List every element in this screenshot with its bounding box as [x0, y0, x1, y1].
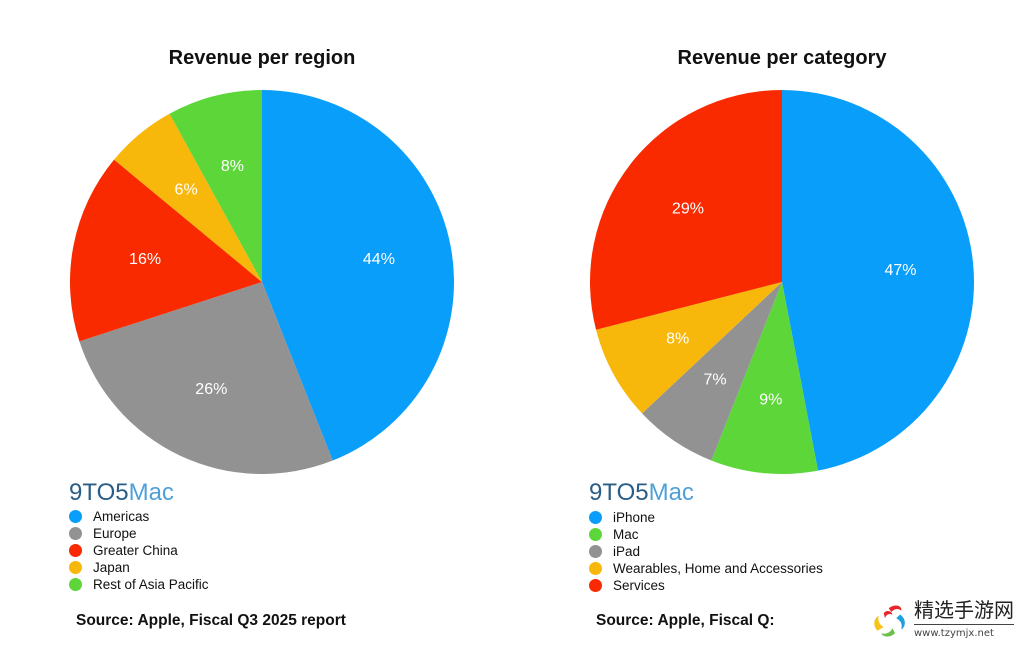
legend-label: Mac [613, 527, 639, 542]
pie-slice-wearables-home-and-accessories [596, 282, 782, 414]
legend-item: iPhone [586, 509, 823, 526]
9to5mac-logo-left: 9TO5Mac [69, 481, 174, 505]
slice-data-label: 8% [221, 158, 244, 175]
slice-data-label: 6% [175, 181, 198, 198]
legend-label: Rest of Asia Pacific [93, 577, 209, 592]
legend-label: Americas [93, 509, 150, 524]
legend-label: iPad [613, 544, 641, 559]
slice-data-label: 47% [884, 262, 916, 279]
logo-part2: Mac [128, 479, 174, 506]
logo-part1: 9TO5 [589, 479, 649, 506]
slice-data-label: 8% [666, 331, 689, 348]
legend-item: Japan [66, 559, 209, 576]
9to5mac-logo-right: 9TO5Mac [589, 481, 694, 505]
pie-slice-ipad [642, 282, 782, 461]
legend-label: Japan [93, 560, 130, 575]
source-note-right: Source: Apple, Fiscal Q: [596, 612, 775, 629]
legend-swatch [589, 528, 602, 541]
pie-slice-japan [114, 113, 262, 282]
slice-data-label: 29% [672, 200, 704, 217]
legend-swatch [69, 527, 82, 540]
slice-data-label: 16% [129, 251, 161, 268]
pie-slice-americas [262, 90, 455, 461]
legend-swatch [69, 510, 82, 523]
logo-part2: Mac [648, 479, 694, 506]
slice-data-label: 44% [363, 251, 395, 268]
legend-item: Greater China [66, 542, 209, 559]
legend-label: Europe [93, 526, 137, 541]
legend-item: Services [586, 577, 823, 594]
pie-slice-rest-of-asia-pacific [169, 90, 262, 282]
legend-item: Wearables, Home and Accessories [586, 560, 823, 577]
legend-item: Mac [586, 526, 823, 543]
pie-slice-services [590, 90, 782, 330]
legend-swatch [589, 562, 602, 575]
legend-label: Services [613, 578, 665, 593]
watermark: 精选手游网 www.tzymjx.net [870, 596, 1020, 664]
logo-part1: 9TO5 [69, 479, 129, 506]
watermark-divider [914, 624, 1014, 625]
watermark-text: 精选手游网 [914, 598, 1014, 622]
legend-label: Wearables, Home and Accessories [613, 561, 823, 576]
legend-item: Europe [66, 525, 209, 542]
legend-swatch [69, 544, 82, 557]
pie-slice-iphone [782, 90, 975, 471]
chart-title-category: Revenue per category [677, 47, 887, 69]
legend-swatch [589, 511, 602, 524]
slice-data-label: 7% [704, 372, 727, 389]
legend-item: Americas [66, 508, 209, 525]
pie-charts: 44% 26% 16% 6% 8% 47% 9% 7% 8% 29% [70, 90, 975, 475]
legend-swatch [589, 545, 602, 558]
pie-slice-greater-china [70, 159, 262, 342]
watermark-url: www.tzymjx.net [914, 628, 994, 639]
legend-region: Americas Europe Greater China Japan Rest… [66, 508, 209, 593]
legend-swatch [69, 578, 82, 591]
legend-item: iPad [586, 543, 823, 560]
slice-data-label: 26% [195, 381, 227, 398]
pie-slice-europe [79, 282, 333, 475]
chart-title-region: Revenue per region [168, 47, 356, 69]
legend-label: iPhone [613, 510, 656, 525]
legend-category: iPhone Mac iPad Wearables, Home and Acce… [586, 509, 823, 594]
slice-data-label: 9% [759, 392, 782, 409]
pinwheel-logo-icon [874, 605, 905, 637]
legend-item: Rest of Asia Pacific [66, 576, 209, 593]
legend-swatch [69, 561, 82, 574]
legend-swatch [589, 579, 602, 592]
pie-slice-mac [711, 282, 818, 474]
source-note-left: Source: Apple, Fiscal Q3 2025 report [76, 612, 346, 629]
legend-label: Greater China [93, 543, 178, 558]
